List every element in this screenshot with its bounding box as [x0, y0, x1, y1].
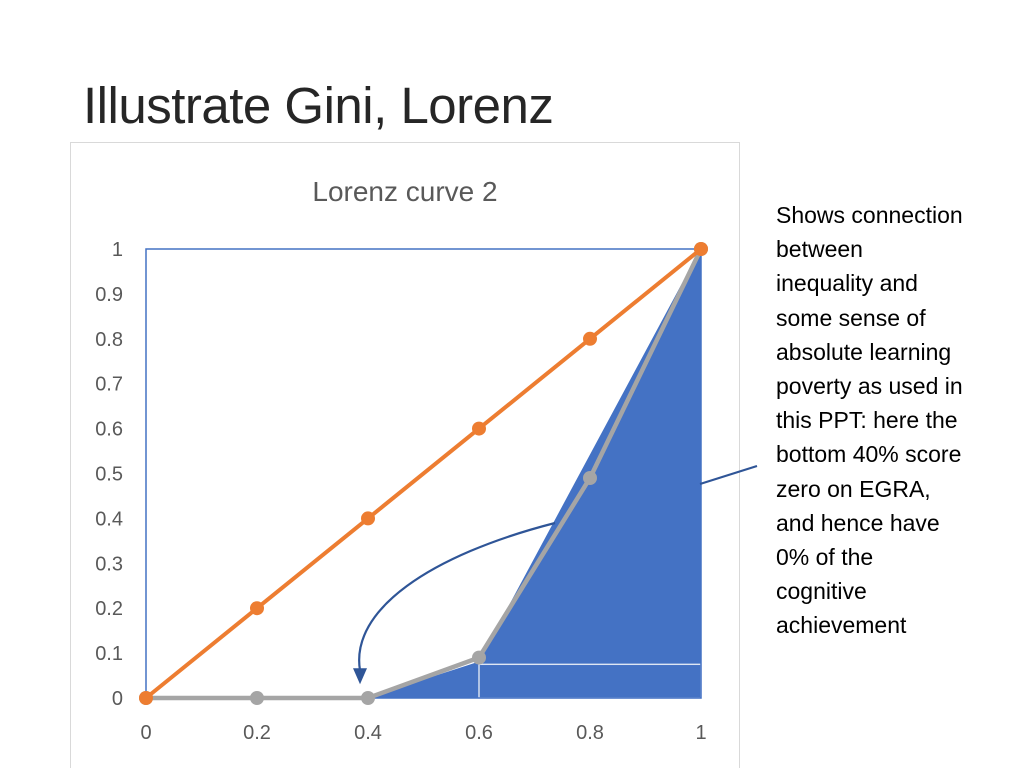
x-tick-label: 0.4	[354, 722, 382, 744]
equality-point	[583, 331, 597, 346]
x-tick-label: 0	[140, 722, 151, 744]
y-tick-label: 0.1	[95, 643, 123, 665]
annotation-arrow-layer	[353, 464, 758, 685]
lorenz-point	[361, 691, 375, 705]
equality-point	[139, 691, 153, 705]
x-tick-label: 0.2	[243, 722, 271, 744]
y-tick-label: 0	[112, 688, 123, 710]
x-tick-label: 0.6	[465, 722, 493, 744]
annotation-arrow-curve	[358, 521, 556, 671]
x-tick-label: 1	[695, 722, 706, 744]
y-tick-label: 0.6	[95, 419, 123, 441]
lorenz-point	[250, 691, 264, 705]
y-tick-label: 0.2	[95, 598, 123, 620]
slide-title: Illustrate Gini, Lorenz	[83, 77, 554, 134]
plot-frame	[145, 248, 702, 699]
lorenz-point	[583, 470, 597, 485]
shaded-area-layer	[367, 248, 702, 699]
equality-point	[250, 601, 264, 616]
frame-layer	[145, 248, 702, 699]
chart-title: Lorenz curve 2	[312, 176, 497, 207]
x-tick-label: 0.8	[576, 722, 604, 744]
equality-point	[361, 511, 375, 526]
equality-point	[694, 242, 708, 256]
annotation-pointer-line	[699, 464, 758, 486]
lorenz-point	[472, 650, 486, 665]
equality-point	[472, 421, 486, 436]
lorenz-line	[143, 246, 704, 701]
side-note: Shows connection between inequality and …	[776, 202, 963, 639]
y-tick-label: 0.5	[95, 464, 123, 486]
y-tick-label: 0.3	[95, 553, 123, 575]
shaded-area	[367, 248, 702, 699]
y-tick-label: 1	[112, 239, 123, 261]
y-tick-label: 0.4	[95, 508, 123, 530]
equality-line	[144, 247, 703, 700]
series-layer	[139, 242, 708, 705]
tick-label-layer: 0 0.2 0.4 0.6 0.8 1 0 0.1 0.2 0.3 0.4 0.5 0.6 0.7 0.8 0…	[95, 239, 706, 744]
annotation-arrowhead	[353, 668, 367, 685]
y-tick-label: 0.9	[95, 284, 123, 306]
y-tick-label: 0.8	[95, 329, 123, 351]
y-tick-label: 0.7	[95, 374, 123, 396]
